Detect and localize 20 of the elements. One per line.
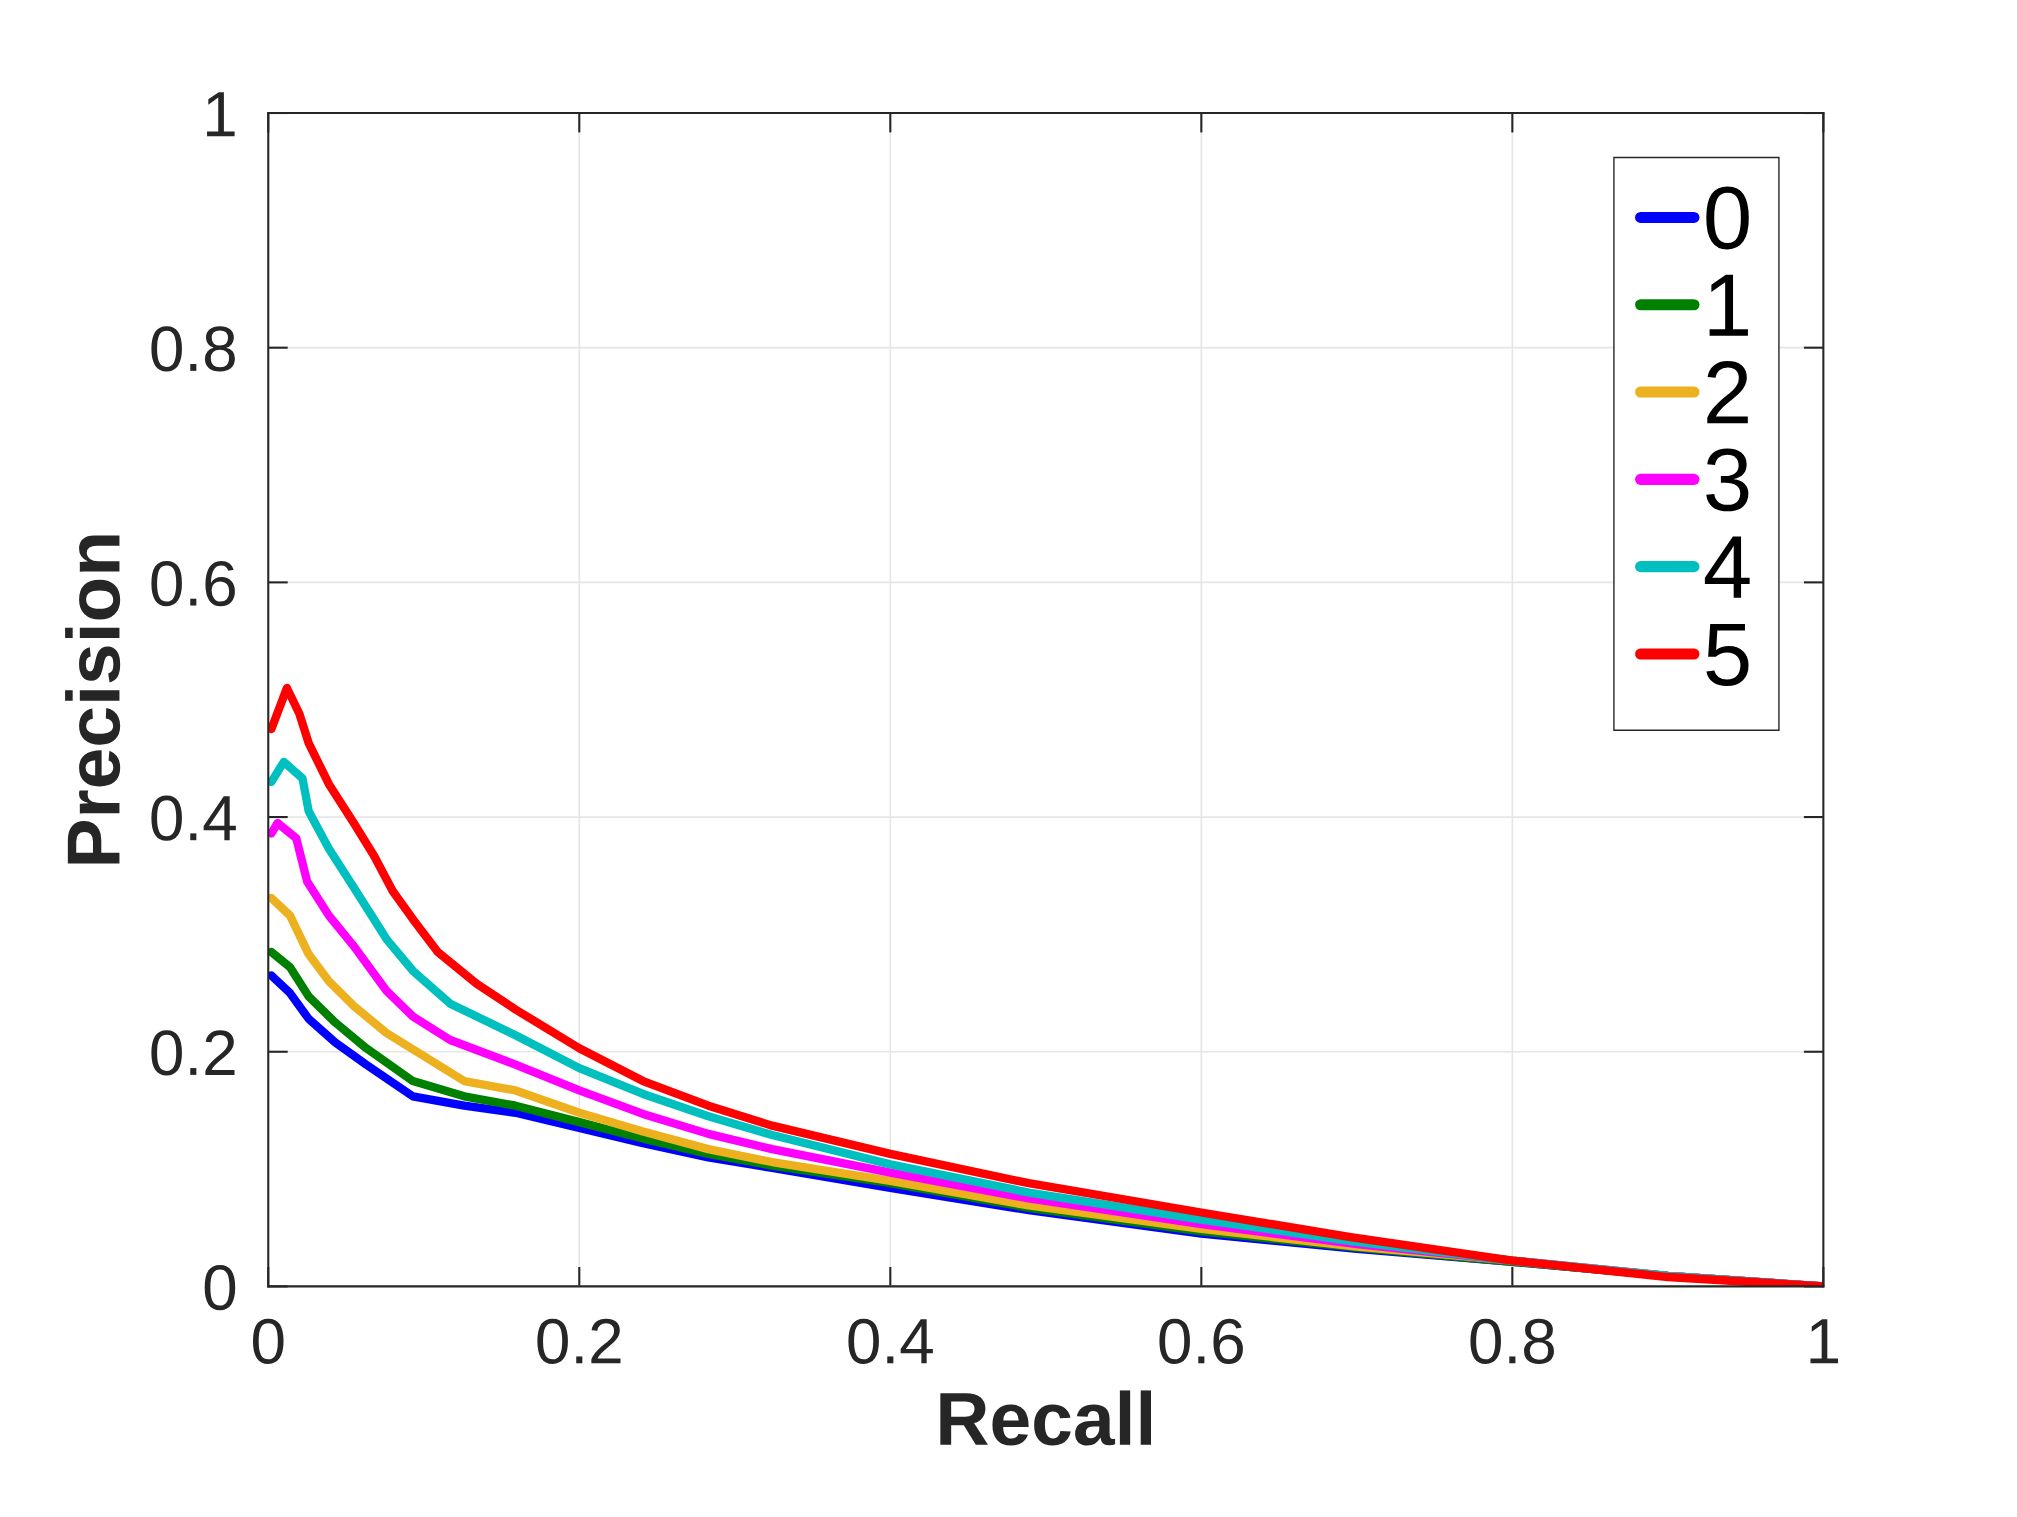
x-tick-label: 0.2 <box>537 1318 621 1364</box>
y-axis-title: Precision <box>65 535 121 864</box>
y-tick-label: 1 <box>207 92 235 137</box>
x-tick-label: 0.8 <box>1470 1318 1554 1364</box>
legend-label: 5 <box>1706 623 1749 686</box>
y-tick-label: 0 <box>204 1264 236 1311</box>
y-tick-label: 0.2 <box>151 1030 235 1076</box>
legend-label: 3 <box>1706 448 1749 512</box>
y-tick-label: 0.4 <box>151 795 236 841</box>
x-tick-label: 0.6 <box>1159 1318 1243 1364</box>
legend-label: 1 <box>1709 274 1748 336</box>
y-tick-label: 0.8 <box>151 326 235 372</box>
x-axis-title: Recall <box>940 1390 1151 1446</box>
x-tick-label: 0.4 <box>848 1318 933 1364</box>
x-tick-label: 1 <box>1810 1319 1839 1364</box>
legend-label: 4 <box>1704 536 1750 598</box>
x-tick-label: 0 <box>252 1318 284 1364</box>
y-tick-label: 0.6 <box>151 560 235 607</box>
legend-label: 0 <box>1706 186 1749 250</box>
legend-label: 2 <box>1707 361 1748 424</box>
